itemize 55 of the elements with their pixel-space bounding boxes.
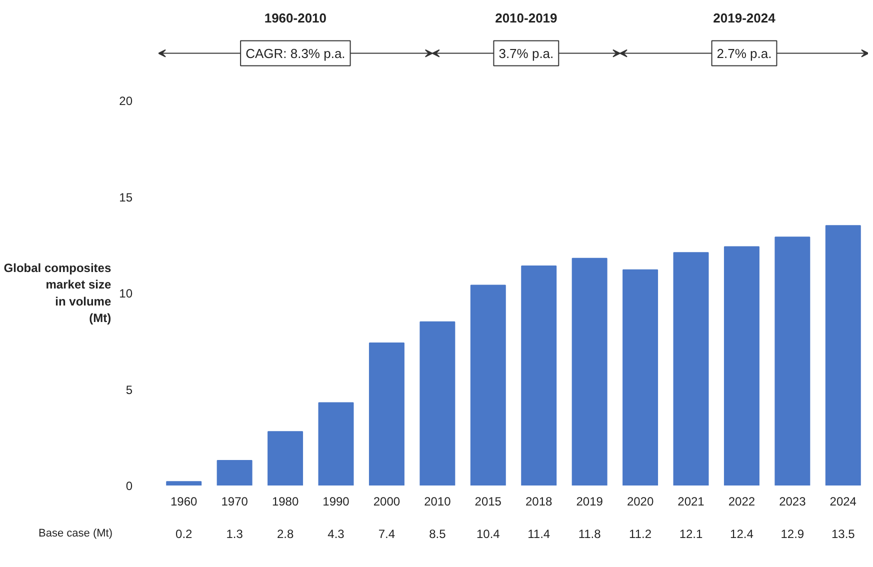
- text: 2.7% p.a.: [716, 46, 772, 61]
- data-label: 1.3: [226, 527, 244, 541]
- x-tick-label: 2024: [830, 494, 857, 508]
- bar: [673, 252, 709, 486]
- x-tick-label: 1970: [221, 494, 248, 508]
- x-tick-label: 2000: [373, 494, 400, 508]
- x-tick-label: 1980: [272, 494, 299, 508]
- text: 3.7% p.a.: [498, 46, 554, 61]
- y-axis-title: Global composites market size in volume (Mt): [4, 260, 112, 326]
- y-tick-label: 0: [126, 479, 133, 493]
- x-tick-label: 2019: [576, 494, 604, 508]
- x-tick-label: 2023: [779, 494, 806, 508]
- x-tick-label: 2021: [678, 494, 705, 508]
- x-tick-label: 2018: [526, 494, 553, 508]
- data-label: 11.2: [629, 527, 652, 541]
- x-tick-label: 1990: [322, 494, 350, 508]
- data-label: 11.8: [578, 527, 602, 541]
- bar: [572, 258, 608, 486]
- bar: [521, 266, 557, 486]
- bar: [268, 431, 304, 486]
- bar: [774, 236, 810, 486]
- x-tick-label: 2015: [474, 494, 502, 508]
- data-label: 12.1: [679, 527, 704, 541]
- data-label: 8.5: [429, 527, 446, 541]
- bar: [470, 284, 506, 486]
- y-tick-label: 20: [119, 94, 133, 108]
- data-label: 4.3: [328, 527, 345, 541]
- data-label: 12.9: [780, 527, 804, 541]
- data-label: 10.4: [476, 527, 500, 541]
- text: 2019-2024: [713, 10, 776, 26]
- data-label: 7.4: [378, 527, 396, 541]
- bar: [825, 225, 861, 486]
- text: CAGR: 8.3% p.a.: [246, 46, 346, 61]
- x-tick-label: 2020: [626, 494, 654, 508]
- data-label: 2.8: [276, 527, 294, 541]
- y-tick-label: 15: [119, 190, 133, 204]
- data-label: 13.5: [831, 527, 856, 541]
- y-tick-label: 5: [126, 382, 133, 397]
- text: 2010-2019: [495, 10, 558, 26]
- bar: [368, 342, 404, 486]
- x-tick-label: 2010: [424, 494, 452, 508]
- text: Base case (Mt): [38, 528, 113, 540]
- data-label: 0.2: [176, 527, 193, 541]
- bar: [724, 246, 760, 486]
- bar: [318, 402, 354, 486]
- y-tick-label: 10: [119, 286, 133, 300]
- bar: [420, 321, 456, 486]
- text: 1960-2010: [264, 10, 327, 26]
- x-tick-label: 1960: [170, 494, 198, 508]
- bar: [166, 481, 202, 486]
- data-label: 12.4: [730, 527, 754, 541]
- bar: [216, 460, 252, 486]
- bar: [622, 269, 658, 486]
- x-tick-label: 2022: [728, 494, 756, 508]
- data-label: 11.4: [528, 527, 550, 541]
